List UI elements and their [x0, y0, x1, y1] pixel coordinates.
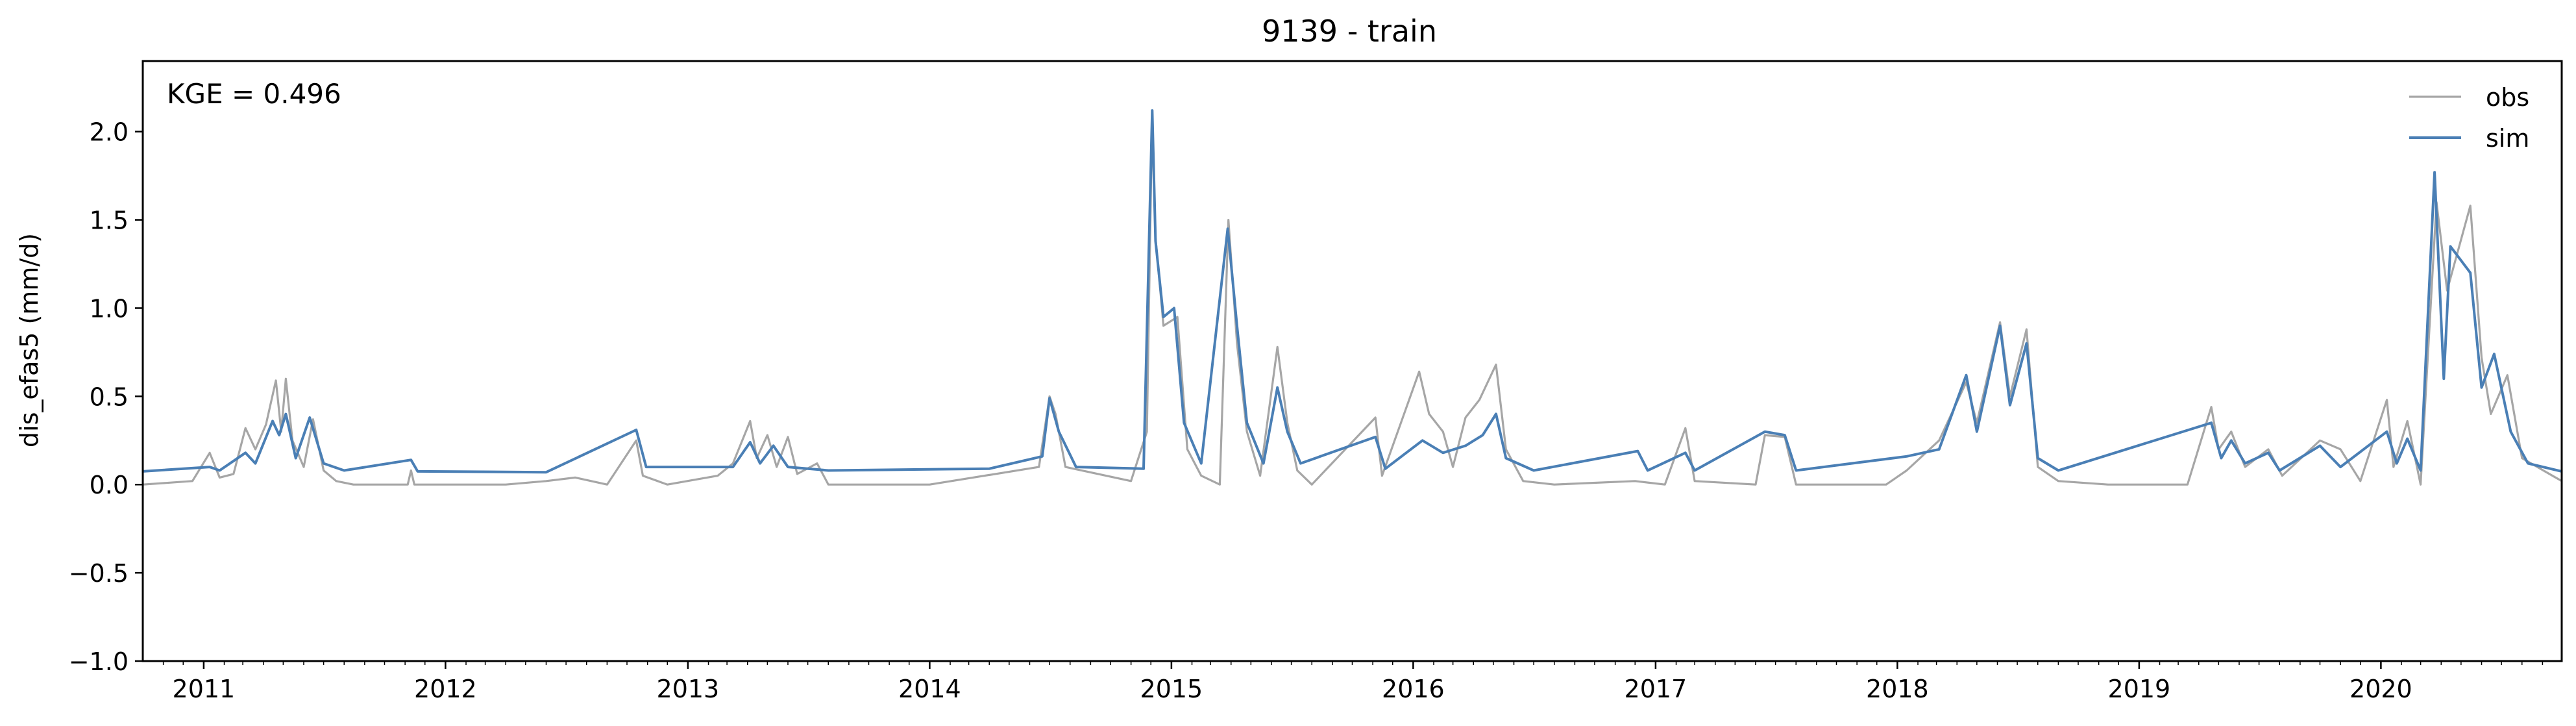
x-tick-label: 2018 [1866, 675, 1929, 703]
legend-label-sim: sim [2486, 124, 2529, 153]
x-tick-label: 2019 [2108, 675, 2171, 703]
y-axis-label: dis_efas5 (mm/d) [15, 233, 43, 447]
x-tick-label: 2013 [657, 675, 720, 703]
x-tick-label: 2014 [898, 675, 961, 703]
x-tick-label: 2016 [1382, 675, 1445, 703]
x-tick-label: 2017 [1625, 675, 1687, 703]
kge-annotation: KGE = 0.496 [167, 78, 341, 110]
x-tick-label: 2020 [2349, 675, 2412, 703]
plot-area [142, 109, 2562, 486]
axes: −1.0 −0.5 0.0 0.5 1.0 1.5 2.0 2011 2012 2013 2014 2… [69, 60, 2563, 703]
x-tick-label: 2015 [1140, 675, 1203, 703]
series-line-obs [142, 109, 2562, 486]
chart-title: 9139 - train [1262, 14, 1437, 49]
y-tick-label: 2.0 [90, 118, 129, 147]
y-tick-label: 0.0 [90, 471, 129, 499]
y-tick-label: 1.0 [90, 294, 129, 323]
y-tick-label: −0.5 [69, 559, 129, 588]
legend: obs sim [2409, 83, 2529, 153]
y-tick-label: 1.5 [90, 207, 129, 235]
y-tick-label: 0.5 [90, 382, 129, 411]
series-line-sim [142, 109, 2562, 474]
x-tick-label: 2011 [173, 675, 236, 703]
y-tick-label: −1.0 [69, 647, 129, 676]
x-tick-label: 2012 [414, 675, 477, 703]
legend-label-obs: obs [2486, 83, 2529, 112]
